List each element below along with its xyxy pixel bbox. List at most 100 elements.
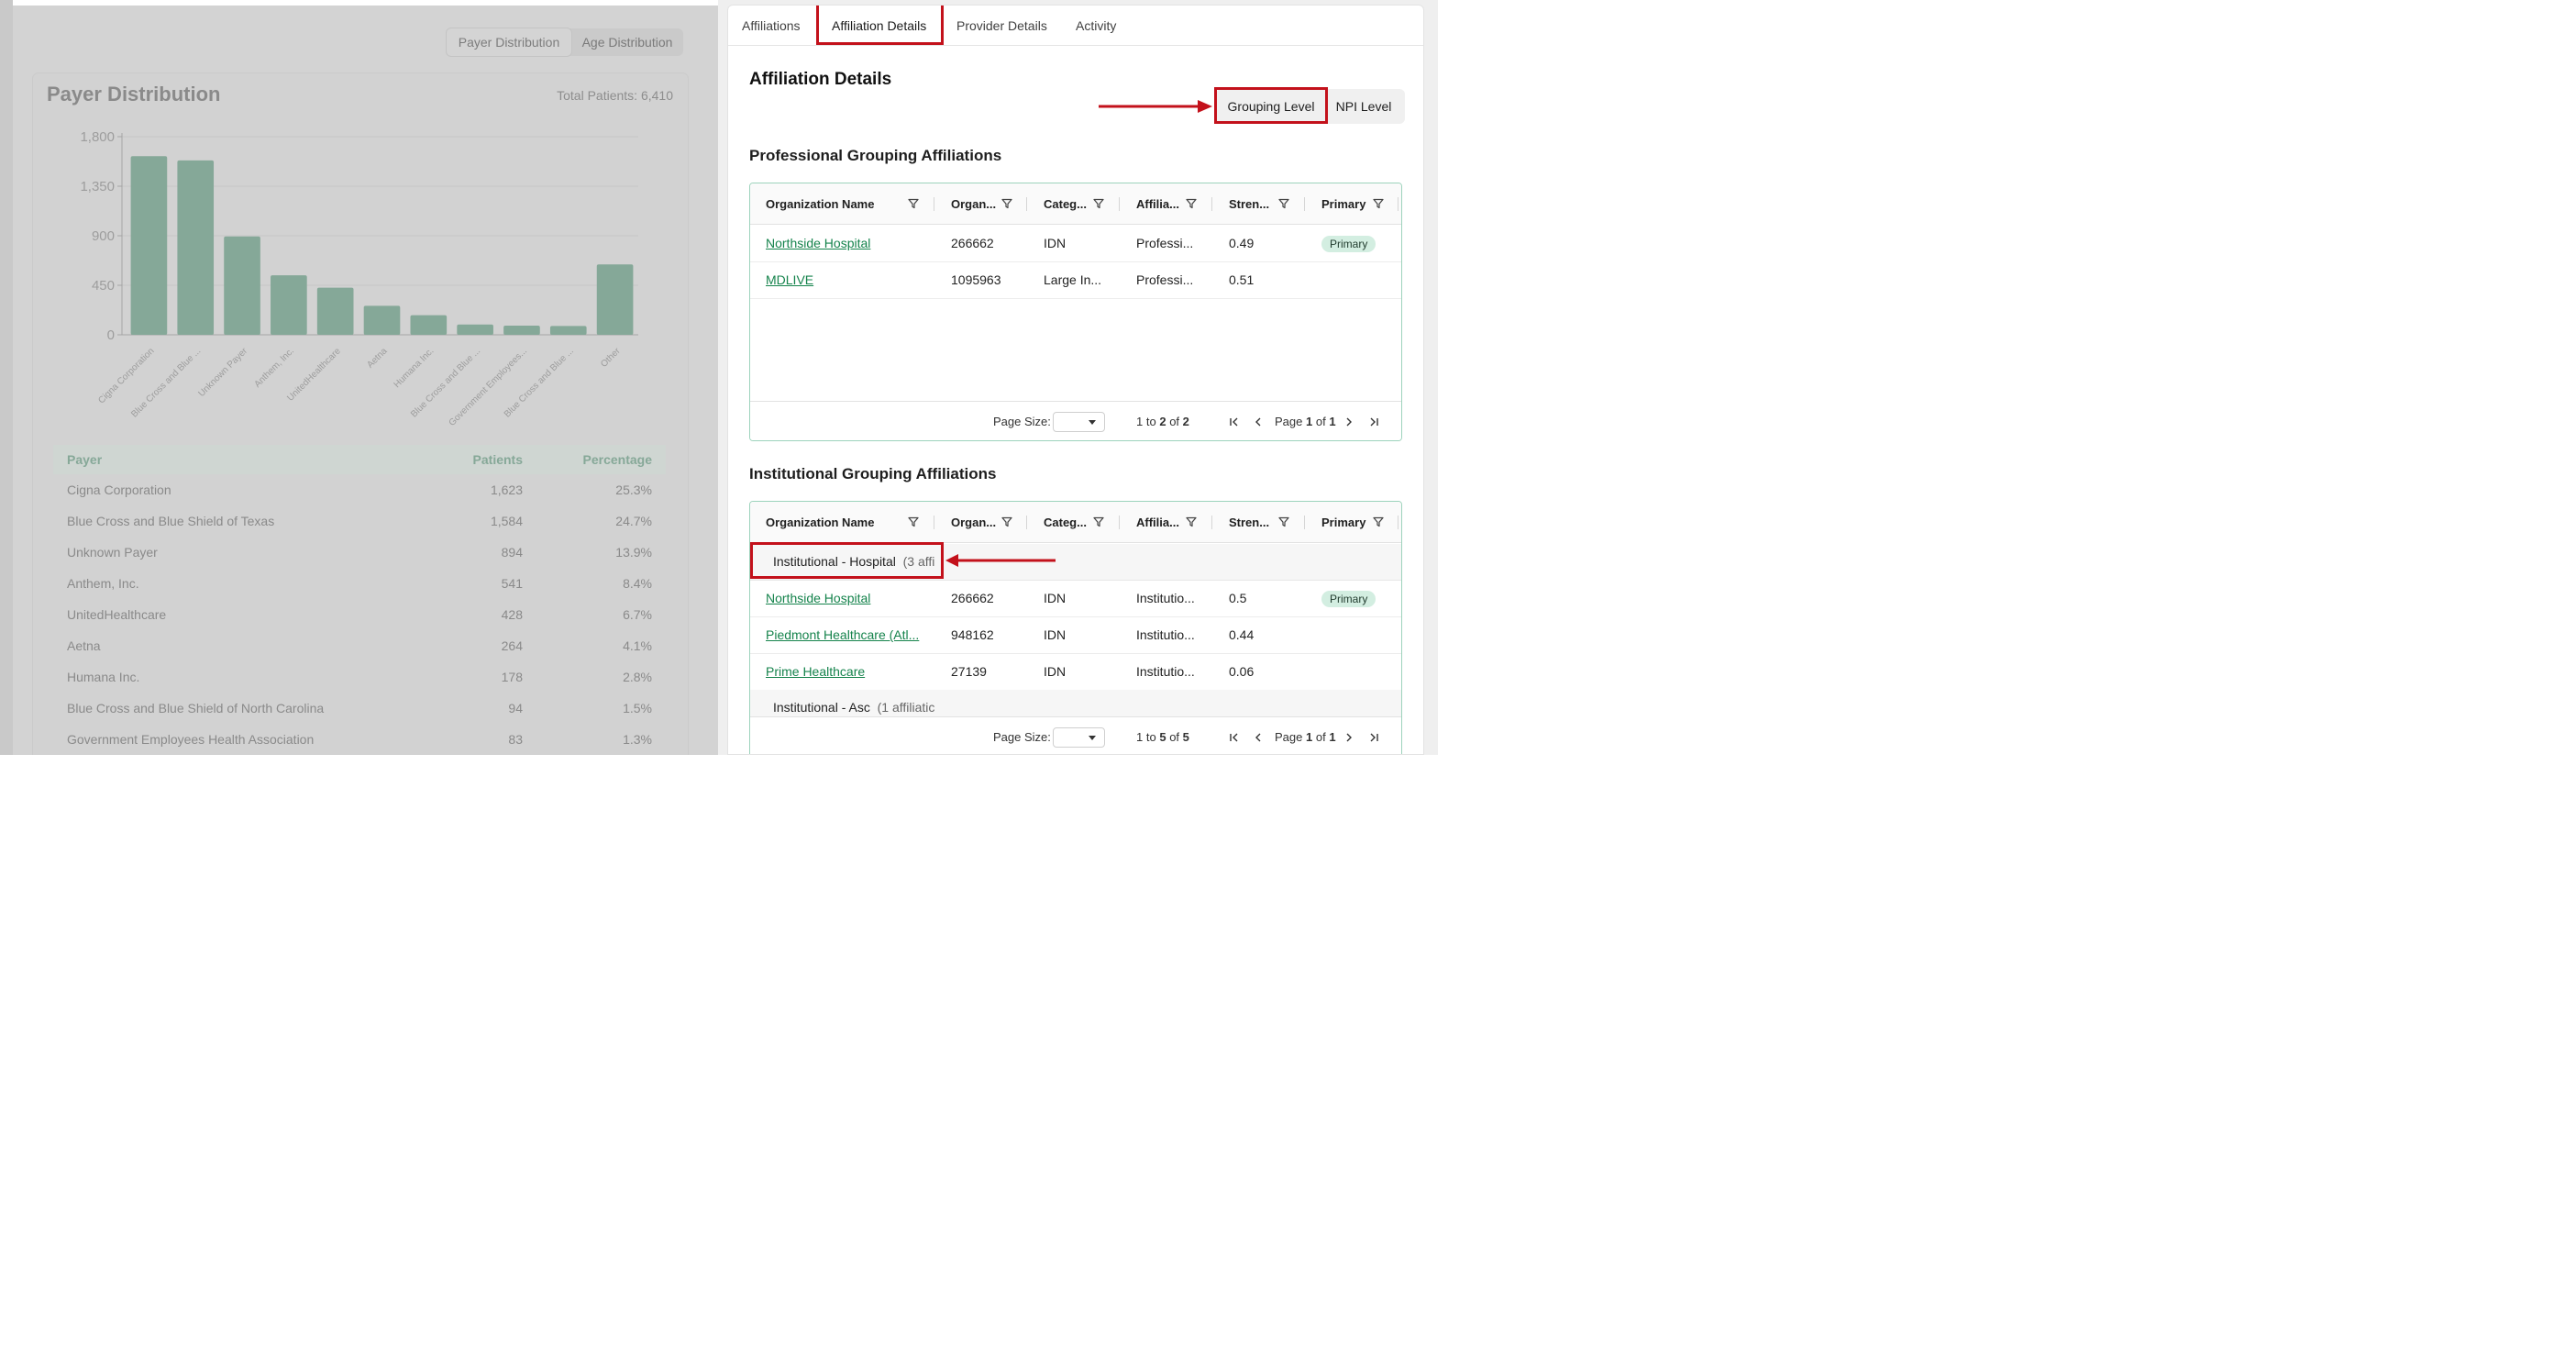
column-separator[interactable] (1211, 197, 1212, 211)
percentage-cell: 1.5% (623, 701, 652, 715)
bar[interactable] (363, 305, 401, 335)
bar[interactable] (271, 275, 307, 335)
org-name-link[interactable]: Prime Healthcare (766, 664, 866, 679)
org-name-header[interactable]: Organization Name (766, 197, 875, 211)
filter-icon[interactable] (908, 516, 919, 527)
patients-cell: 83 (508, 732, 523, 747)
bar[interactable] (549, 326, 587, 335)
org-name-link[interactable]: Northside Hospital (766, 236, 871, 250)
filter-icon[interactable] (1278, 516, 1289, 527)
filter-icon[interactable] (908, 198, 919, 209)
next-page-icon[interactable] (1343, 731, 1355, 744)
institutional-section-title: Institutional Grouping Affiliations (749, 465, 997, 482)
filter-icon[interactable] (1186, 198, 1197, 209)
payer-table-row: Blue Cross and Blue Shield of Texas 1,584… (53, 505, 666, 537)
table-row[interactable]: Prime Healthcare 27139 IDN Institutio... 0.0… (750, 654, 1401, 691)
percentage-cell: 8.4% (623, 576, 652, 591)
payer-name-cell: Aetna (67, 638, 101, 653)
strength-cell: 0.44 (1229, 627, 1255, 642)
page-size-select[interactable] (1053, 727, 1105, 748)
column-separator[interactable] (1026, 516, 1027, 529)
first-page-icon[interactable] (1228, 416, 1241, 428)
first-page-icon[interactable] (1228, 731, 1241, 744)
bar[interactable] (410, 315, 448, 335)
table-row[interactable]: Northside Hospital 266662 IDN Institutio...… (750, 581, 1401, 617)
page-page-label: Page (1275, 730, 1303, 744)
filter-icon[interactable] (1093, 516, 1104, 527)
range-to-word: to (1145, 730, 1156, 744)
next-page-icon[interactable] (1343, 416, 1355, 428)
affiliation-type-cell: Professi... (1136, 236, 1194, 250)
row-range: 1 to 2 of 2 (1136, 402, 1189, 440)
range-range-to: 5 (1159, 730, 1166, 744)
org-name-link[interactable]: MDLIVE (766, 272, 814, 287)
npi-level-button[interactable]: NPI Level (1335, 99, 1392, 114)
strength-header[interactable]: Stren... (1229, 516, 1270, 529)
strength-header[interactable]: Stren... (1229, 197, 1270, 211)
filter-icon[interactable] (1278, 198, 1289, 209)
y-tick-label: 1,350 (80, 179, 115, 194)
panel-edge (0, 0, 13, 755)
affiliation-card: Affiliations Affiliation Details Provide… (727, 5, 1424, 755)
page-indicator: Page 1 of 1 (1275, 717, 1336, 754)
grouping-level-button[interactable]: Grouping Level (1227, 99, 1315, 114)
org-name-link[interactable]: Northside Hospital (766, 591, 871, 605)
category-cell: IDN (1044, 664, 1067, 679)
filter-icon[interactable] (1093, 198, 1104, 209)
x-tick-label: Aetna (365, 346, 390, 371)
primary-header[interactable]: Primary (1321, 197, 1366, 211)
filter-icon[interactable] (1001, 516, 1012, 527)
filter-icon[interactable] (1186, 516, 1197, 527)
primary-badge: Primary (1321, 236, 1376, 252)
y-tick-label: 0 (107, 327, 115, 343)
bar[interactable] (177, 160, 215, 335)
bar[interactable] (457, 324, 493, 335)
tab-affiliations[interactable]: Affiliations (742, 18, 801, 33)
prev-page-icon[interactable] (1252, 731, 1265, 744)
category-header[interactable]: Categ... (1044, 197, 1087, 211)
column-separator[interactable] (1119, 197, 1120, 211)
bar[interactable] (503, 326, 540, 335)
table-row[interactable]: Piedmont Healthcare (Atl... 948162 IDN Inst… (750, 617, 1401, 654)
column-separator[interactable] (1304, 197, 1305, 211)
payer-distribution-tab[interactable]: Payer Distribution (447, 28, 571, 56)
bar[interactable] (596, 264, 634, 335)
filter-icon[interactable] (1001, 198, 1012, 209)
category-header[interactable]: Categ... (1044, 516, 1087, 529)
payer-name-cell: Unknown Payer (67, 545, 158, 560)
percentage-cell: 24.7% (615, 514, 652, 528)
affiliation-type-header[interactable]: Affilia... (1136, 516, 1179, 529)
column-separator[interactable] (1211, 516, 1212, 529)
bar[interactable] (316, 287, 354, 335)
org-id-header[interactable]: Organ... (951, 197, 997, 211)
table-row[interactable]: Northside Hospital 266662 IDN Professi... 0.… (750, 226, 1401, 262)
column-separator[interactable] (1398, 197, 1399, 211)
tab-provider-details[interactable]: Provider Details (956, 18, 1047, 33)
tab-activity[interactable]: Activity (1076, 18, 1117, 33)
age-distribution-tab[interactable]: Age Distribution (581, 35, 673, 50)
tab-bar: Affiliations Affiliation Details Provide… (728, 6, 1423, 46)
primary-header[interactable]: Primary (1321, 516, 1366, 529)
filter-icon[interactable] (1373, 198, 1384, 209)
column-separator[interactable] (1398, 516, 1399, 529)
table-row[interactable]: MDLIVE 1095963 Large In... Professi... 0.51 (750, 262, 1401, 299)
prev-page-icon[interactable] (1252, 416, 1265, 428)
filter-icon[interactable] (1373, 516, 1384, 527)
org-id-header[interactable]: Organ... (951, 516, 997, 529)
tab-affiliation-details[interactable]: Affiliation Details (832, 18, 927, 33)
page-size-select[interactable] (1053, 412, 1105, 432)
range-range-total: 5 (1182, 730, 1189, 744)
org-name-header[interactable]: Organization Name (766, 516, 875, 529)
last-page-icon[interactable] (1367, 731, 1380, 744)
bar[interactable] (224, 236, 260, 335)
group-label-wrap: Institutional - Hospital (3 affi (773, 544, 934, 580)
column-separator[interactable] (1026, 197, 1027, 211)
org-name-link[interactable]: Piedmont Healthcare (Atl... (766, 627, 920, 642)
last-page-icon[interactable] (1367, 416, 1380, 428)
group-row[interactable]: Institutional - Hospital (3 affi (750, 544, 1401, 581)
column-separator[interactable] (1119, 516, 1120, 529)
total-patients: Total Patients: 6,410 (557, 88, 673, 103)
affiliation-type-header[interactable]: Affilia... (1136, 197, 1179, 211)
column-separator[interactable] (1304, 516, 1305, 529)
bar[interactable] (130, 156, 168, 335)
